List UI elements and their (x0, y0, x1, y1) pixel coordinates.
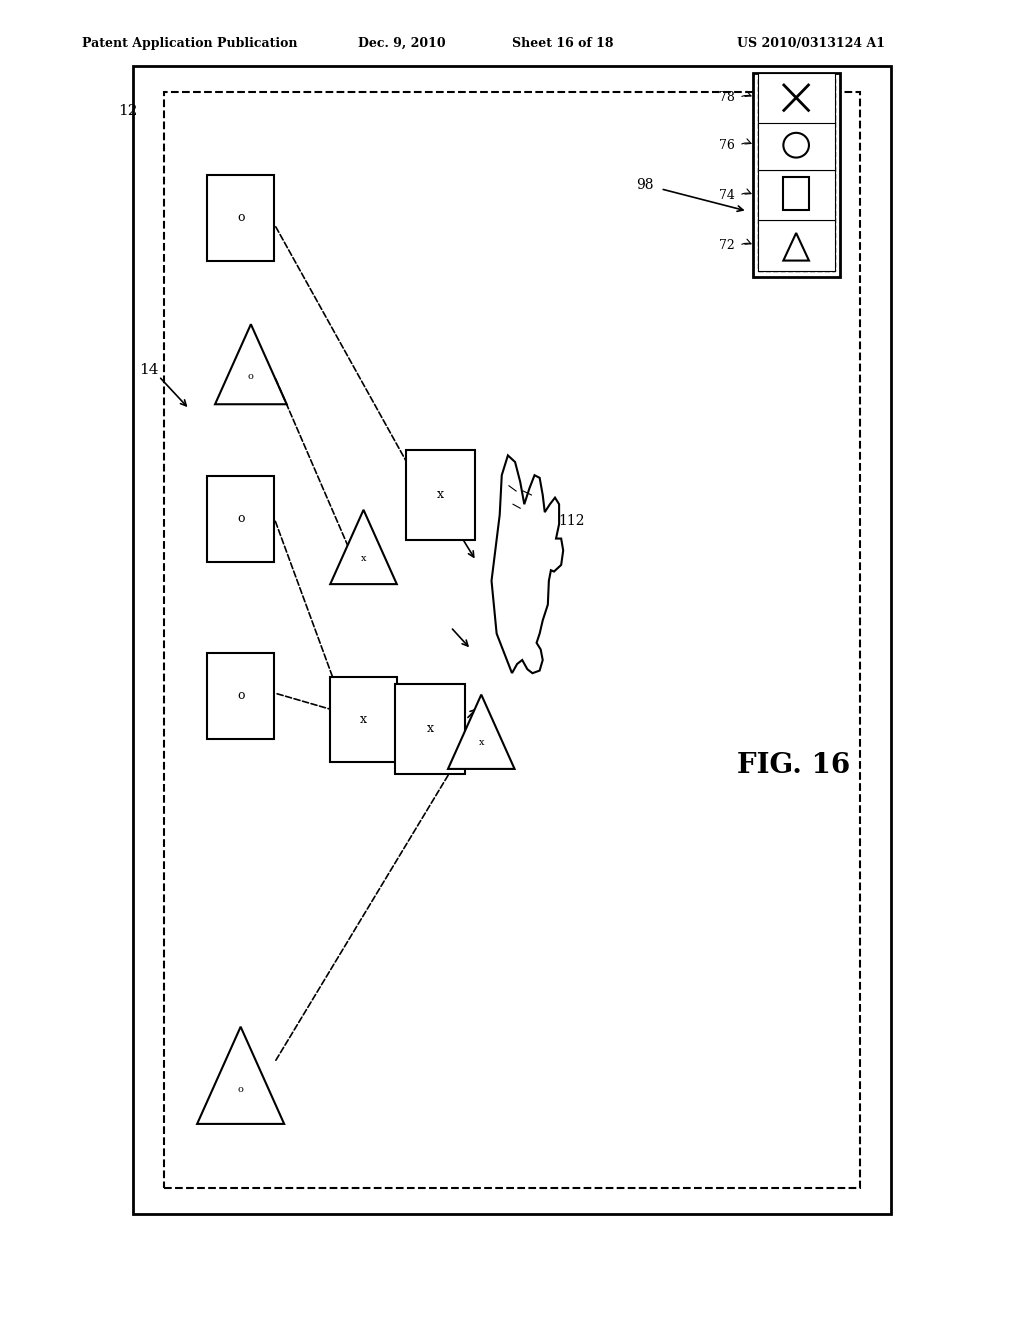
Bar (758, 220, 835, 271)
Text: o: o (237, 211, 245, 224)
Bar (207, 176, 273, 261)
Bar (207, 477, 273, 562)
Text: FIG. 16: FIG. 16 (737, 752, 851, 779)
Bar (758, 79, 835, 271)
Bar (758, 170, 835, 220)
Text: 74: 74 (719, 189, 735, 202)
Text: o: o (238, 1085, 244, 1094)
Bar (330, 677, 397, 763)
Text: 78: 78 (719, 91, 735, 104)
Polygon shape (197, 1027, 284, 1123)
Bar (207, 652, 273, 739)
Bar (406, 450, 475, 540)
Text: 76: 76 (719, 139, 735, 152)
Text: 12: 12 (118, 104, 138, 117)
Text: 98: 98 (636, 178, 654, 191)
Text: 112: 112 (558, 515, 585, 528)
PathPatch shape (492, 455, 563, 673)
Text: 72: 72 (719, 239, 735, 252)
Bar (758, 120, 835, 170)
Bar (133, 66, 891, 1214)
Bar (783, 177, 809, 210)
Polygon shape (783, 232, 809, 260)
Text: x: x (437, 488, 443, 502)
Polygon shape (449, 694, 514, 770)
Text: x: x (427, 722, 433, 735)
Bar (164, 92, 860, 1188)
Polygon shape (215, 325, 287, 404)
Text: Dec. 9, 2010: Dec. 9, 2010 (358, 37, 446, 50)
Text: Sheet 16 of 18: Sheet 16 of 18 (512, 37, 613, 50)
Text: US 2010/0313124 A1: US 2010/0313124 A1 (737, 37, 886, 50)
Text: x: x (478, 738, 484, 747)
Text: x: x (360, 713, 367, 726)
Ellipse shape (783, 133, 809, 157)
Text: o: o (237, 689, 245, 702)
Polygon shape (330, 510, 396, 585)
Bar (395, 684, 465, 774)
Bar (758, 73, 835, 123)
Text: x: x (360, 553, 367, 562)
Text: 14: 14 (138, 363, 159, 376)
Text: o: o (237, 512, 245, 525)
Text: Patent Application Publication: Patent Application Publication (82, 37, 297, 50)
Text: o: o (248, 372, 254, 380)
Bar (753, 73, 840, 277)
